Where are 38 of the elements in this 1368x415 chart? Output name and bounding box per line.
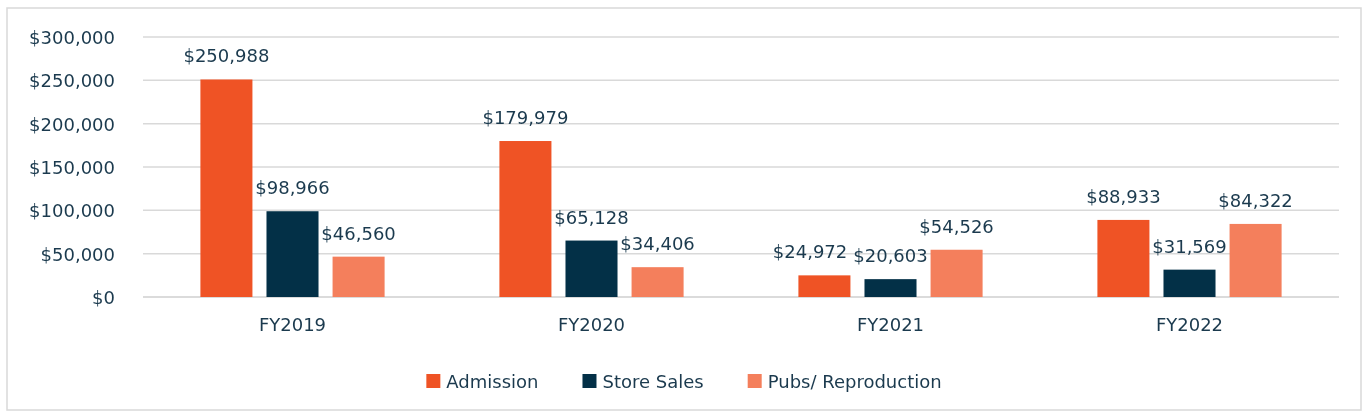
bar (332, 256, 385, 297)
data-label: $65,128 (554, 206, 629, 228)
bar (930, 249, 983, 297)
y-tick-label: $150,000 (29, 156, 115, 178)
x-tick-label: FY2020 (557, 314, 626, 335)
x-tick-label: FY2019 (258, 314, 327, 335)
y-tick-label: $100,000 (29, 199, 115, 221)
bar (266, 211, 319, 297)
bar (1163, 269, 1216, 297)
bar (499, 141, 552, 297)
data-label: $20,603 (853, 245, 928, 267)
data-label: $88,933 (1086, 185, 1161, 207)
legend-label: Admission (446, 370, 539, 392)
data-label: $24,972 (772, 241, 848, 263)
x-tick-label: FY2021 (856, 314, 925, 335)
bar (565, 240, 618, 297)
legend-label: Store Sales (602, 370, 704, 392)
y-tick-label: $200,000 (29, 113, 115, 135)
data-label: $31,569 (1152, 235, 1227, 257)
bar (1097, 219, 1150, 297)
bar (864, 279, 917, 297)
data-label: $34,406 (620, 233, 695, 255)
x-tick-label: FY2022 (1155, 314, 1224, 335)
y-tick-label: $0 (92, 286, 115, 308)
data-label: $46,560 (321, 222, 396, 244)
y-tick-label: $50,000 (40, 243, 115, 265)
data-label: $250,988 (183, 45, 270, 67)
data-label: $84,322 (1218, 189, 1293, 211)
bar (631, 267, 684, 297)
bar (200, 79, 253, 297)
legend-label: Pubs/ Reproduction (767, 370, 942, 392)
data-label: $98,966 (255, 177, 330, 199)
data-label: $179,979 (482, 107, 569, 129)
bar (1229, 223, 1282, 297)
bar (798, 275, 851, 297)
y-tick-label: $250,000 (29, 69, 115, 91)
y-tick-label: $300,000 (29, 26, 115, 48)
data-label: $54,526 (919, 215, 994, 237)
